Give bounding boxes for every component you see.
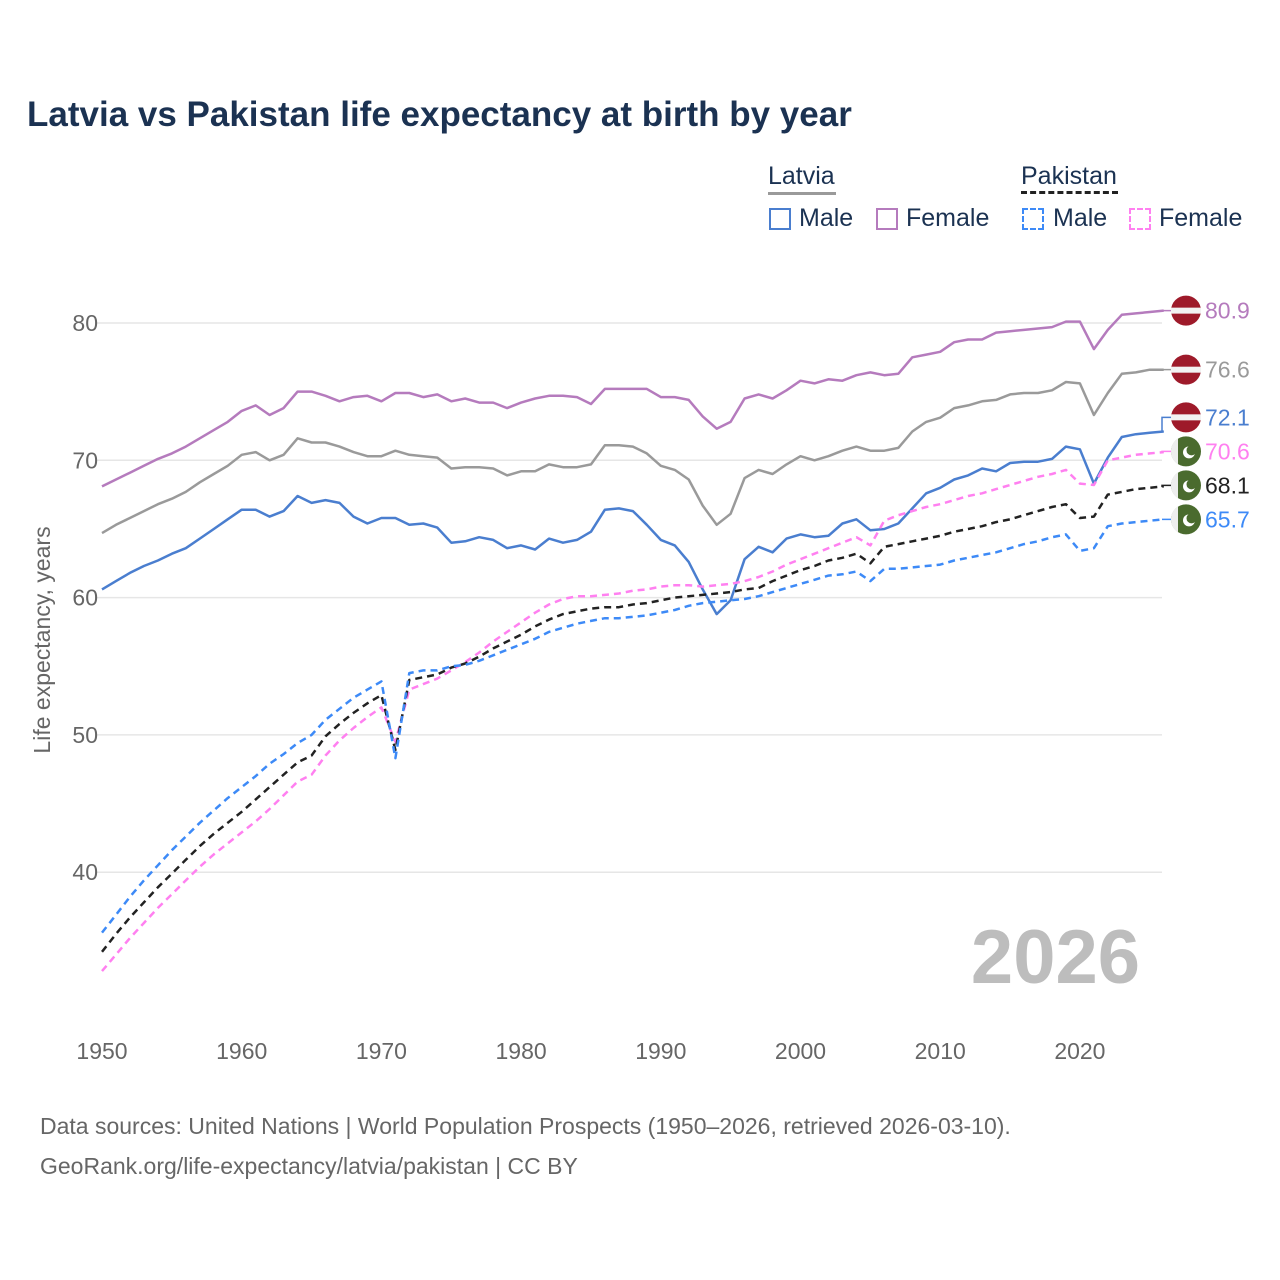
y-tick-label: 50: [72, 722, 98, 748]
series-line-pakistan: [101, 485, 1164, 953]
end-label-latvia: 76.6: [1162, 354, 1250, 385]
label-connector: [1161, 416, 1172, 433]
pakistan-flag-stripe: [1170, 506, 1178, 533]
year-watermark: 2026: [971, 915, 1140, 1000]
y-tick-label: 60: [72, 585, 98, 611]
end-value-label: 72.1: [1205, 404, 1250, 430]
legend-pakistan-female-swatch: [1129, 208, 1151, 230]
end-label-pakistan-female: 70.6: [1161, 436, 1250, 467]
source-line-1: Data sources: United Nations | World Pop…: [40, 1113, 1011, 1139]
y-tick-label: 70: [72, 447, 98, 473]
series-line-latvia: [101, 368, 1164, 535]
legend-pakistan-female-label: Female: [1159, 204, 1243, 232]
end-label-latvia-male: 72.1: [1161, 402, 1250, 433]
legend-pakistan-male-label: Male: [1053, 204, 1108, 232]
legend-latvia-female-label: Female: [906, 204, 990, 232]
x-tick-label: 1980: [496, 1038, 547, 1064]
end-value-label: 70.6: [1205, 438, 1250, 464]
source-note: Data sources: United Nations | World Pop…: [40, 1106, 1011, 1186]
x-tick-label: 2020: [1054, 1038, 1105, 1064]
series-line-latvia-female: [101, 309, 1164, 488]
pakistan-flag-stripe: [1170, 438, 1178, 465]
x-tick-label: 1950: [76, 1038, 127, 1064]
legend-group-pakistan: Pakistan: [1021, 162, 1117, 190]
end-value-label: 65.7: [1205, 506, 1250, 532]
end-label-pakistan-male: 65.7: [1162, 504, 1250, 535]
end-value-label: 68.1: [1205, 472, 1250, 498]
x-tick-label: 2000: [775, 1038, 826, 1064]
label-connector: [1161, 484, 1172, 488]
x-tick-label: 2010: [915, 1038, 966, 1064]
series-line-latvia-male: [101, 430, 1164, 616]
pakistan-flag-stripe: [1170, 472, 1178, 499]
end-label-latvia-female: 80.9: [1162, 295, 1250, 326]
legend-pakistan-line: [1021, 191, 1118, 194]
end-label-pakistan: 68.1: [1161, 470, 1250, 501]
x-tick-label: 1990: [635, 1038, 686, 1064]
legend-latvia-male-label: Male: [799, 204, 854, 232]
crescent-cut: [1186, 513, 1197, 524]
latvia-flag-stripe: [1171, 414, 1201, 421]
series-line-pakistan-female: [101, 450, 1164, 972]
y-tick-label: 40: [72, 859, 98, 885]
y-axis-label: Life expectancy, years: [29, 526, 55, 753]
label-connector: [1161, 450, 1172, 453]
x-tick-label: 1970: [356, 1038, 407, 1064]
source-line-2: GeoRank.org/life-expectancy/latvia/pakis…: [40, 1153, 578, 1179]
end-value-label: 80.9: [1205, 298, 1250, 324]
chart-title: Latvia vs Pakistan life expectancy at bi…: [27, 95, 852, 134]
legend-latvia-line: [768, 192, 836, 195]
crescent-cut: [1186, 445, 1197, 456]
crescent-cut: [1186, 479, 1197, 490]
legend-group-latvia: Latvia: [768, 162, 835, 190]
latvia-flag-stripe: [1171, 307, 1201, 314]
legend-pakistan-male-swatch: [1022, 208, 1044, 230]
end-value-label: 76.6: [1205, 357, 1250, 383]
latvia-flag-stripe: [1171, 366, 1201, 373]
x-tick-label: 1960: [216, 1038, 267, 1064]
series-line-pakistan-male: [101, 518, 1164, 934]
y-tick-label: 80: [72, 310, 98, 336]
legend-latvia-male-swatch: [769, 208, 791, 230]
legend-latvia-female-swatch: [876, 208, 898, 230]
